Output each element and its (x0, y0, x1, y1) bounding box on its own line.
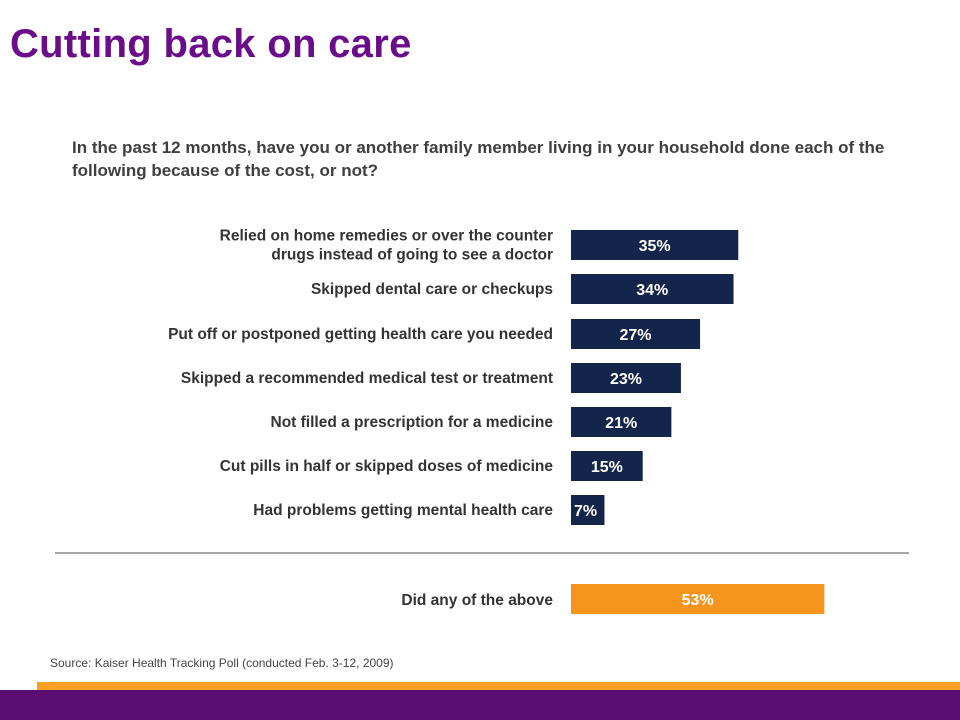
bar-value-label: 21% (605, 415, 637, 432)
category-label: drugs instead of going to see a doctor (271, 247, 553, 264)
summary-value-label: 53% (682, 592, 714, 609)
bar (571, 274, 734, 304)
bar (571, 451, 643, 481)
category-label: Not filled a prescription for a medicine (271, 414, 554, 431)
bar-value-label: 34% (636, 282, 668, 299)
summary-category-label: Did any of the above (401, 592, 553, 609)
footer-accent-stripe (37, 682, 960, 691)
category-label: Put off or postponed getting health care… (168, 326, 553, 343)
bar-value-label: 15% (591, 459, 623, 476)
bar (571, 495, 605, 525)
category-label: Relied on home remedies or over the coun… (220, 228, 553, 245)
bar (571, 363, 681, 393)
bar (571, 319, 701, 349)
page-title: Cutting back on care (10, 22, 412, 66)
source-note: Source: Kaiser Health Tracking Poll (con… (50, 656, 394, 670)
bar-value-label: 23% (610, 371, 642, 388)
category-label: Skipped dental care or checkups (311, 281, 553, 298)
chart-question: In the past 12 months, have you or anoth… (72, 138, 885, 180)
bar-value-label: 7% (574, 503, 597, 520)
footer-band (0, 690, 960, 720)
bar-value-label: 35% (639, 238, 671, 255)
bar-value-label: 27% (620, 327, 652, 344)
bar (571, 407, 672, 437)
summary-bar (571, 584, 825, 614)
category-label: Skipped a recommended medical test or tr… (181, 370, 553, 387)
category-label: Had problems getting mental health care (253, 502, 553, 519)
category-label: Cut pills in half or skipped doses of me… (220, 458, 554, 475)
bar (571, 230, 739, 260)
